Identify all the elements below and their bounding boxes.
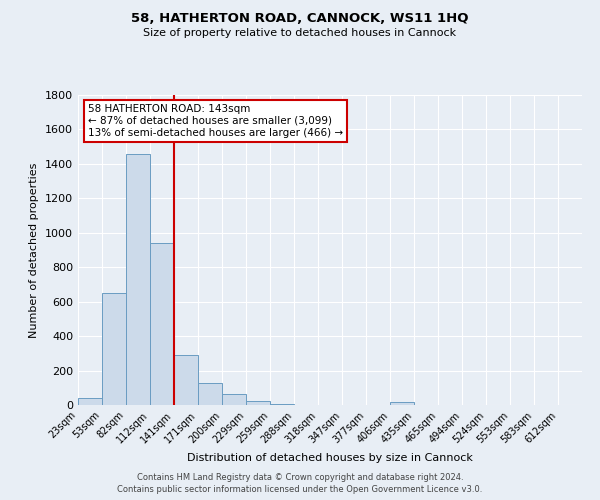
Text: 58, HATHERTON ROAD, CANNOCK, WS11 1HQ: 58, HATHERTON ROAD, CANNOCK, WS11 1HQ <box>131 12 469 26</box>
Bar <box>270 404 294 405</box>
Text: Contains public sector information licensed under the Open Government Licence v3: Contains public sector information licen… <box>118 485 482 494</box>
Bar <box>198 382 222 405</box>
Bar <box>150 243 174 405</box>
Bar <box>174 355 198 405</box>
Bar <box>390 402 414 405</box>
Text: 58 HATHERTON ROAD: 143sqm
← 87% of detached houses are smaller (3,099)
13% of se: 58 HATHERTON ROAD: 143sqm ← 87% of detac… <box>88 104 343 138</box>
Text: Contains HM Land Registry data © Crown copyright and database right 2024.: Contains HM Land Registry data © Crown c… <box>137 472 463 482</box>
Bar <box>102 293 126 405</box>
X-axis label: Distribution of detached houses by size in Cannock: Distribution of detached houses by size … <box>187 453 473 463</box>
Bar <box>126 154 150 405</box>
Bar <box>222 394 246 405</box>
Text: Size of property relative to detached houses in Cannock: Size of property relative to detached ho… <box>143 28 457 38</box>
Bar <box>246 400 270 405</box>
Y-axis label: Number of detached properties: Number of detached properties <box>29 162 40 338</box>
Bar <box>78 398 102 405</box>
